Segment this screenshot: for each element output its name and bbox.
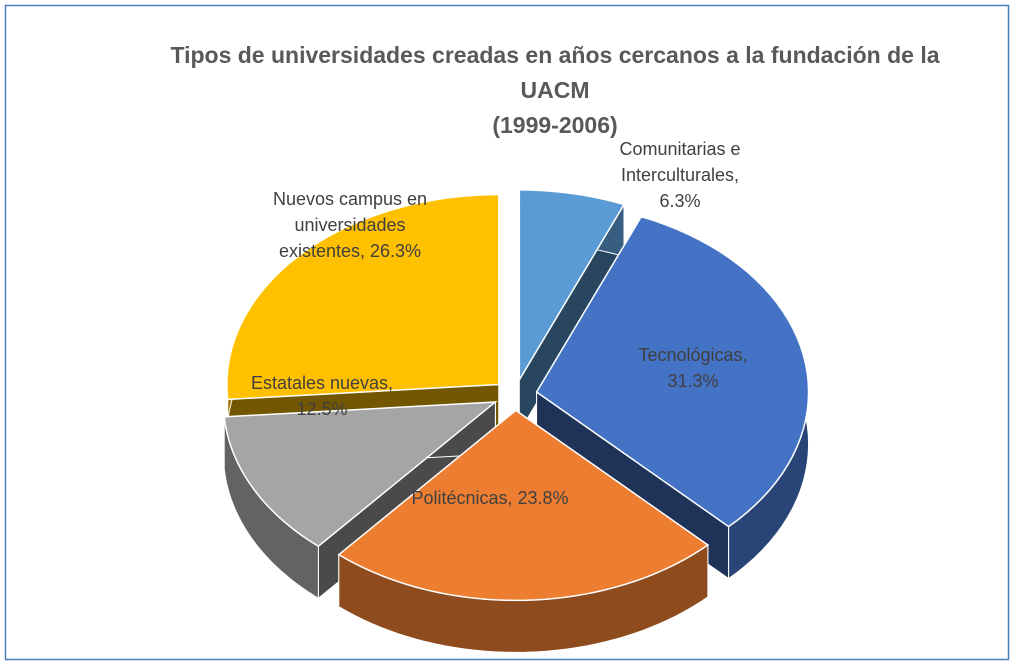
data-label: Nuevos campus en universidades existente… xyxy=(250,186,450,264)
value-label: 23.8% xyxy=(517,488,569,508)
chart-title: Tipos de universidades creadas en años c… xyxy=(170,42,940,138)
data-label: Politécnicas, 23.8% xyxy=(410,485,570,511)
slice xyxy=(535,215,810,528)
category-label: Estatales nuevas, xyxy=(250,373,394,393)
value-label: 12.5% xyxy=(296,399,348,419)
data-label: Tecnológicas, 31.3% xyxy=(618,342,768,394)
tops xyxy=(223,189,810,602)
value-label: 31.3% xyxy=(667,371,719,391)
data-label: Estatales nuevas, 12.5% xyxy=(227,370,417,422)
slice xyxy=(226,193,500,401)
category-label: Tecnológicas, xyxy=(638,345,748,365)
category-label: Nuevos campus en universidades existente… xyxy=(272,189,428,261)
value-label: 6.3% xyxy=(659,191,701,211)
slice xyxy=(337,409,710,602)
slice xyxy=(518,189,626,383)
slice xyxy=(223,401,498,548)
data-label: Comunitarias e Interculturales, 6.3% xyxy=(605,136,755,214)
category-label: Comunitarias e Interculturales, xyxy=(619,139,741,185)
value-label: 26.3% xyxy=(370,241,422,261)
category-label: Politécnicas, xyxy=(411,488,513,508)
